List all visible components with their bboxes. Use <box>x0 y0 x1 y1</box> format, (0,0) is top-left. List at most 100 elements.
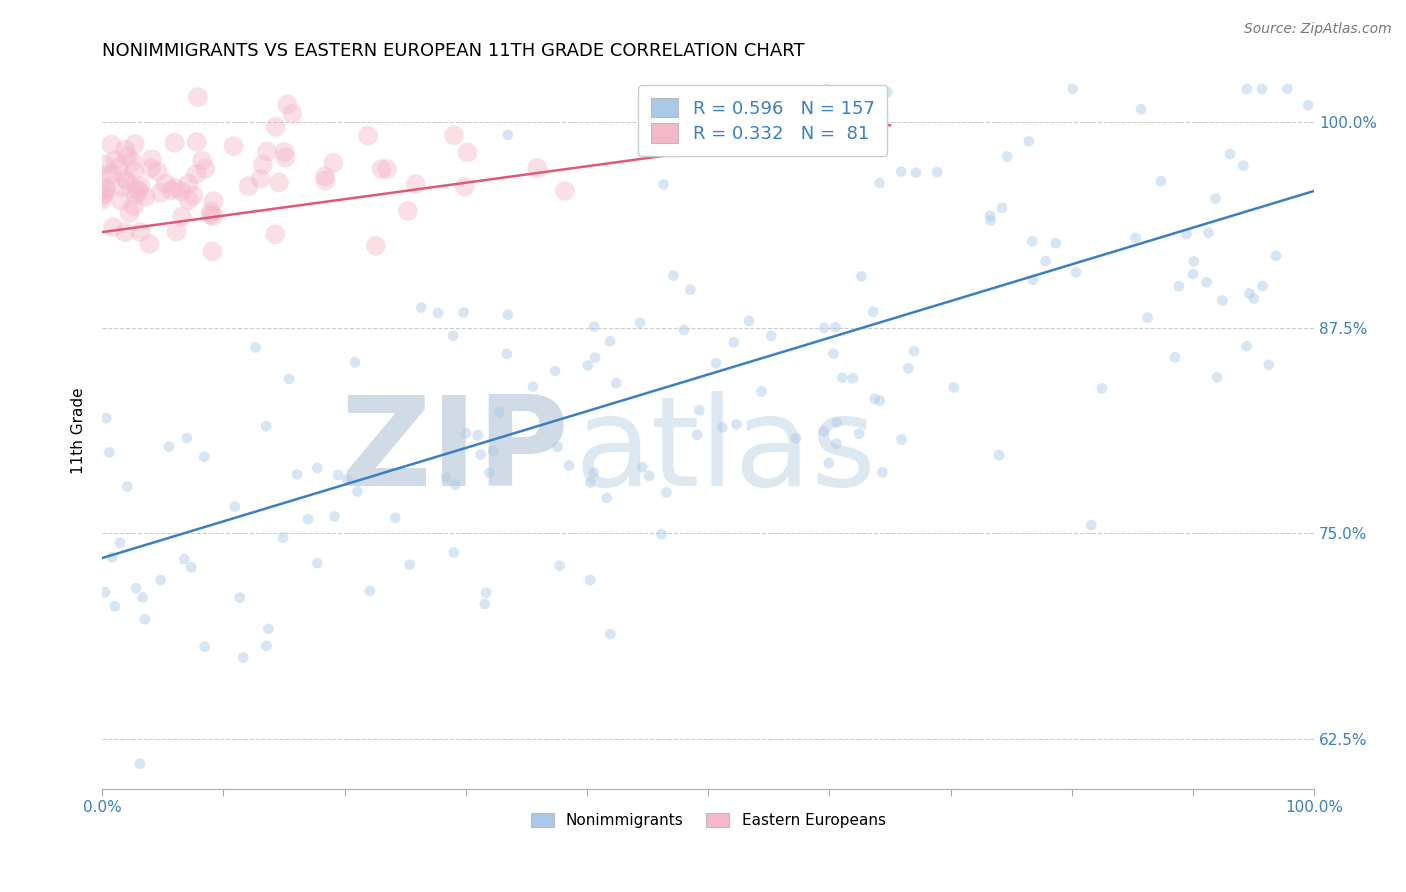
Point <box>111 180 134 194</box>
Point <box>364 239 387 253</box>
Point <box>903 344 925 359</box>
Text: atlas: atlas <box>575 392 877 513</box>
Point <box>1205 192 1227 206</box>
Point <box>942 380 965 394</box>
Point <box>100 137 122 152</box>
Point <box>1167 279 1189 293</box>
Text: ZIP: ZIP <box>340 392 569 513</box>
Point <box>115 149 138 163</box>
Point <box>548 558 571 573</box>
Point <box>655 485 678 500</box>
Point <box>579 475 602 490</box>
Point <box>478 466 501 480</box>
Point <box>94 157 117 171</box>
Point <box>229 591 252 605</box>
Point <box>823 346 845 360</box>
Point <box>813 321 835 335</box>
Point <box>91 188 114 202</box>
Point <box>583 351 606 365</box>
Point <box>187 90 209 104</box>
Point <box>177 193 200 207</box>
Point <box>688 403 710 417</box>
Point <box>1206 370 1229 384</box>
Point <box>114 172 136 186</box>
Point <box>117 175 139 189</box>
Point <box>1182 267 1205 281</box>
Point <box>1150 174 1173 188</box>
Point <box>457 145 479 160</box>
Point <box>842 371 865 385</box>
Point <box>1243 292 1265 306</box>
Point <box>650 527 672 541</box>
Point <box>191 153 214 168</box>
Point <box>202 194 225 208</box>
Point <box>1035 254 1057 268</box>
Point <box>862 304 884 318</box>
Point <box>815 82 838 96</box>
Point <box>1211 293 1233 308</box>
Point <box>482 443 505 458</box>
Point <box>232 650 254 665</box>
Point <box>176 431 198 445</box>
Point <box>121 154 143 169</box>
Point <box>686 427 709 442</box>
Point <box>346 484 368 499</box>
Point <box>554 184 576 198</box>
Point <box>526 161 548 175</box>
Point <box>818 456 841 470</box>
Point <box>1251 82 1274 96</box>
Point <box>104 153 127 168</box>
Point <box>96 411 118 425</box>
Point <box>357 128 380 143</box>
Point <box>122 199 145 213</box>
Point <box>599 627 621 641</box>
Point <box>127 182 149 196</box>
Point <box>474 597 496 611</box>
Point <box>336 472 359 486</box>
Point <box>813 425 835 439</box>
Point <box>785 431 807 445</box>
Point <box>104 599 127 614</box>
Point <box>576 359 599 373</box>
Point <box>314 173 336 187</box>
Text: NONIMMIGRANTS VS EASTERN EUROPEAN 11TH GRADE CORRELATION CHART: NONIMMIGRANTS VS EASTERN EUROPEAN 11TH G… <box>103 42 804 60</box>
Point <box>980 213 1002 227</box>
Point <box>129 225 152 239</box>
Point <box>991 201 1014 215</box>
Point <box>851 269 873 284</box>
Point <box>125 188 148 202</box>
Point <box>496 308 519 322</box>
Point <box>180 560 202 574</box>
Point <box>1236 339 1258 353</box>
Point <box>1125 231 1147 245</box>
Point <box>186 135 208 149</box>
Point <box>269 175 291 189</box>
Point <box>1130 102 1153 116</box>
Point <box>605 376 627 391</box>
Point <box>672 323 695 337</box>
Point <box>94 585 117 599</box>
Point <box>108 535 131 549</box>
Point <box>751 384 773 399</box>
Point <box>124 137 146 152</box>
Point <box>285 467 308 482</box>
Point <box>278 372 301 386</box>
Point <box>200 204 222 219</box>
Point <box>1018 134 1040 148</box>
Point <box>257 622 280 636</box>
Point <box>434 470 457 484</box>
Point <box>454 426 477 441</box>
Point <box>238 179 260 194</box>
Point <box>1164 351 1187 365</box>
Point <box>1021 235 1043 249</box>
Point <box>254 419 277 434</box>
Point <box>444 477 467 491</box>
Legend: Nonimmigrants, Eastern Europeans: Nonimmigrants, Eastern Europeans <box>524 807 891 835</box>
Point <box>1062 82 1084 96</box>
Point <box>631 460 654 475</box>
Point <box>1257 358 1279 372</box>
Point <box>488 405 510 419</box>
Point <box>558 458 581 473</box>
Point <box>824 320 846 334</box>
Point <box>1265 249 1288 263</box>
